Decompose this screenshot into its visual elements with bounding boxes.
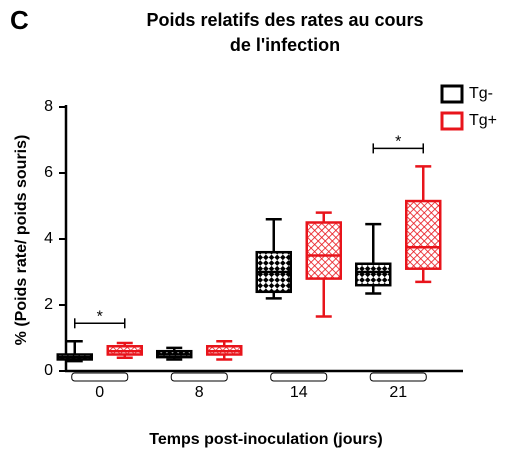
y-tick-label: 4 bbox=[44, 230, 53, 247]
y-tick-label: 8 bbox=[44, 98, 53, 115]
legend-swatch bbox=[440, 111, 464, 131]
significance-label: * bbox=[395, 134, 401, 151]
significance-label: * bbox=[97, 309, 103, 326]
x-axis-title: Temps post-inoculation (jours) bbox=[149, 431, 382, 448]
x-category-box bbox=[369, 372, 427, 382]
y-tick-label: 0 bbox=[44, 362, 53, 379]
x-tick-label: 0 bbox=[95, 384, 104, 401]
y-tick-label: 6 bbox=[44, 164, 53, 181]
box bbox=[305, 221, 342, 280]
box bbox=[405, 199, 442, 270]
chart-title: de l'infection bbox=[230, 35, 340, 55]
y-axis-title: % (Poids rate/ poids souris) bbox=[13, 135, 30, 346]
panel-label: C bbox=[10, 5, 29, 35]
chart-title: Poids relatifs des rates au cours bbox=[146, 10, 423, 30]
x-category-box bbox=[71, 372, 129, 382]
legend-label: Tg+ bbox=[469, 112, 497, 129]
x-tick-label: 8 bbox=[195, 384, 204, 401]
box bbox=[355, 262, 392, 287]
x-category-box bbox=[170, 372, 228, 382]
y-tick-label: 2 bbox=[44, 296, 53, 313]
x-category-box bbox=[270, 372, 328, 382]
legend-swatch bbox=[440, 84, 464, 104]
x-tick-label: 21 bbox=[389, 384, 407, 401]
x-tick-label: 14 bbox=[290, 384, 308, 401]
legend-label: Tg- bbox=[469, 85, 493, 102]
